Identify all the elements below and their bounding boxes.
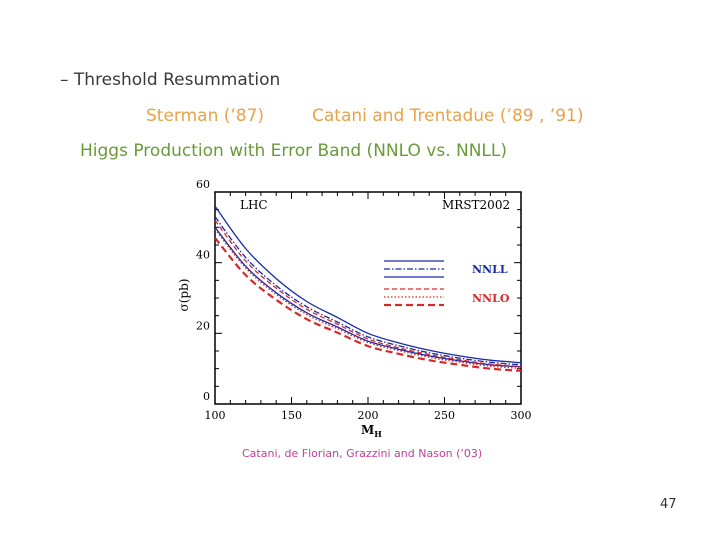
y-tick-label: 20 bbox=[196, 319, 210, 332]
x-tick-label: 300 bbox=[511, 409, 532, 422]
x-tick-label: 150 bbox=[281, 409, 302, 422]
x-tick-label: 250 bbox=[434, 409, 455, 422]
legend-label-nnlo: NNLO bbox=[472, 292, 510, 305]
y-tick-label: 60 bbox=[196, 178, 210, 191]
x-tick-label: 100 bbox=[205, 409, 226, 422]
y-tick-labels: 0 20 40 60 bbox=[196, 178, 210, 403]
series-line-nnll-1 bbox=[215, 205, 521, 364]
reference-catani-trentadue: Catani and Trentadue (’89 , ’91) bbox=[312, 106, 584, 126]
annotation-lhc: LHC bbox=[240, 198, 268, 212]
bullet-threshold-resummation: – Threshold Resummation bbox=[60, 70, 281, 90]
x-axis-label: MH bbox=[361, 423, 382, 439]
series-line-nnlo-4 bbox=[215, 219, 521, 368]
curves bbox=[215, 205, 521, 372]
series-line-nnlo-5 bbox=[215, 228, 521, 369]
series-line-nnll-3 bbox=[215, 226, 521, 368]
y-tick-label: 0 bbox=[203, 390, 210, 403]
higgs-production-title: Higgs Production with Error Band (NNLO v… bbox=[80, 141, 508, 161]
y-axis-label: σ(pb) bbox=[177, 279, 191, 312]
series-line-nnll-2 bbox=[215, 216, 521, 366]
chart-credit: Catani, de Florian, Grazzini and Nason (… bbox=[242, 447, 483, 460]
x-tick-labels: 100 150 200 250 300 bbox=[205, 409, 532, 422]
series-line-nnlo-6 bbox=[215, 237, 521, 372]
reference-sterman: Sterman (’87) bbox=[146, 106, 265, 126]
page-number: 47 bbox=[660, 497, 677, 512]
y-tick-label: 40 bbox=[196, 249, 210, 262]
legend: NNLL NNLO bbox=[384, 260, 510, 307]
legend-label-nnll: NNLL bbox=[472, 263, 508, 276]
axis-ticks bbox=[214, 191, 522, 405]
x-tick-label: 200 bbox=[358, 409, 379, 422]
annotation-mrst2002: MRST2002 bbox=[442, 198, 510, 212]
